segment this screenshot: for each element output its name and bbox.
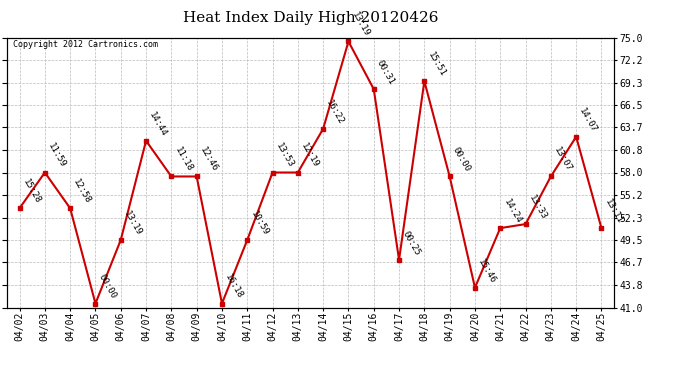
Text: 16:18: 16:18: [224, 273, 244, 301]
Text: 13:19: 13:19: [122, 210, 144, 237]
Text: 12:58: 12:58: [72, 178, 92, 206]
Text: 00:25: 00:25: [400, 229, 422, 257]
Text: 13:07: 13:07: [552, 146, 573, 174]
Text: 12:19: 12:19: [299, 142, 320, 170]
Text: 13:11: 13:11: [603, 198, 624, 225]
Text: 14:24: 14:24: [502, 198, 523, 225]
Text: Heat Index Daily High 20120426: Heat Index Daily High 20120426: [183, 11, 438, 25]
Text: 00:00: 00:00: [451, 146, 472, 174]
Text: 10:59: 10:59: [248, 210, 270, 237]
Text: 00:31: 00:31: [375, 58, 396, 86]
Text: 16:22: 16:22: [324, 98, 346, 126]
Text: 15:51: 15:51: [426, 51, 447, 78]
Text: 00:00: 00:00: [97, 273, 118, 301]
Text: 11:59: 11:59: [46, 142, 68, 170]
Text: 14:44: 14:44: [148, 110, 168, 138]
Text: 13:19: 13:19: [350, 11, 371, 39]
Text: 14:07: 14:07: [578, 106, 599, 134]
Text: 15:46: 15:46: [476, 257, 497, 285]
Text: 13:53: 13:53: [274, 142, 295, 170]
Text: 11:18: 11:18: [172, 146, 194, 174]
Text: Copyright 2012 Cartronics.com: Copyright 2012 Cartronics.com: [13, 40, 158, 49]
Text: 13:33: 13:33: [527, 194, 548, 221]
Text: 15:28: 15:28: [21, 178, 42, 206]
Text: 12:46: 12:46: [198, 146, 219, 174]
